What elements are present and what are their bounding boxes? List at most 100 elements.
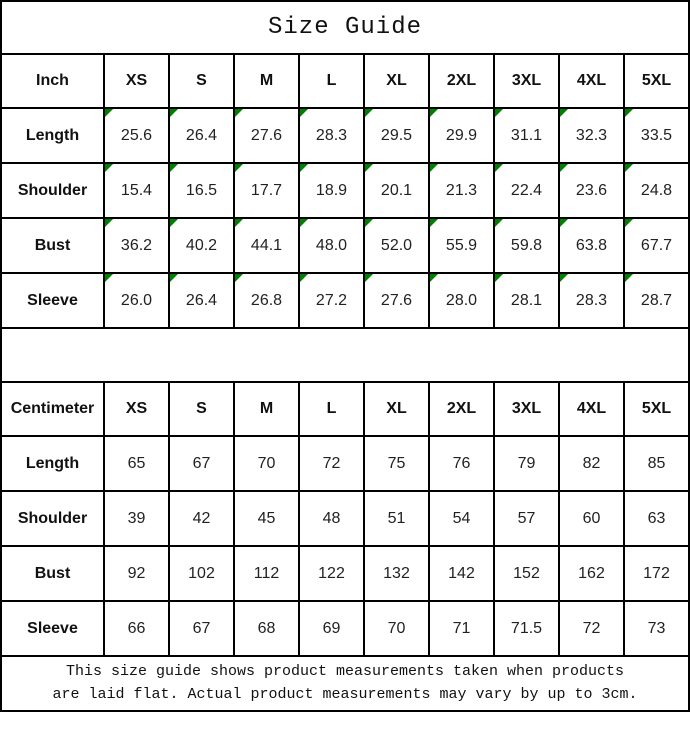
size-value-cell: 76	[428, 435, 495, 492]
value: 40.2	[185, 236, 218, 254]
size-header: S	[168, 53, 235, 109]
size-value-cell: 25.6	[103, 107, 170, 164]
size-header: XS	[103, 381, 170, 437]
size-value-cell: 67	[168, 435, 235, 492]
size-value-cell: 65	[103, 435, 170, 492]
size-value-cell: 17.7	[233, 162, 300, 219]
value: 26.4	[185, 126, 218, 144]
green-flag-icon	[171, 165, 178, 172]
size-value-cell: 122	[298, 545, 365, 602]
size-value-cell: 28.7	[623, 272, 690, 329]
size-header: XL	[363, 381, 430, 437]
size-header: 3XL	[493, 53, 560, 109]
footer-note: This size guide shows product measuremen…	[0, 655, 690, 712]
size-header: M	[233, 381, 300, 437]
size-value-cell: 40.2	[168, 217, 235, 274]
size-header: 3XL	[493, 381, 560, 437]
green-flag-icon	[236, 110, 243, 117]
value: 21.3	[445, 181, 478, 199]
size-value-cell: 26.8	[233, 272, 300, 329]
size-value-cell: 51	[363, 490, 430, 547]
cm-header-row: Centimeter XS S M L XL 2XL 3XL 4XL 5XL	[0, 381, 690, 437]
spacer-cell	[0, 327, 690, 383]
green-flag-icon	[301, 275, 308, 282]
green-flag-icon	[366, 275, 373, 282]
size-value-cell: 79	[493, 435, 560, 492]
size-header: L	[298, 53, 365, 109]
green-flag-icon	[626, 110, 633, 117]
size-value-cell: 24.8	[623, 162, 690, 219]
green-flag-icon	[301, 220, 308, 227]
value: 22.4	[510, 181, 543, 199]
green-flag-icon	[431, 220, 438, 227]
table-row: Shoulder 15.4 16.5 17.7 18.9 20.1 21.3 2…	[0, 162, 690, 219]
footer-row: This size guide shows product measuremen…	[0, 655, 690, 712]
value: 67.7	[640, 236, 673, 254]
size-value-cell: 28.3	[298, 107, 365, 164]
value: 52.0	[380, 236, 413, 254]
size-value-cell: 44.1	[233, 217, 300, 274]
value: 28.0	[445, 291, 478, 309]
size-value-cell: 32.3	[558, 107, 625, 164]
size-value-cell: 67.7	[623, 217, 690, 274]
size-value-cell: 162	[558, 545, 625, 602]
value: 26.0	[120, 291, 153, 309]
table-row: Length 65 67 70 72 75 76 79 82 85	[0, 435, 690, 492]
value: 29.9	[445, 126, 478, 144]
value: 28.3	[315, 126, 348, 144]
size-value-cell: 31.1	[493, 107, 560, 164]
size-value-cell: 48	[298, 490, 365, 547]
green-flag-icon	[171, 275, 178, 282]
size-value-cell: 73	[623, 600, 690, 657]
value: 55.9	[445, 236, 478, 254]
value: 63.8	[575, 236, 608, 254]
green-flag-icon	[106, 110, 113, 117]
value: 15.4	[120, 181, 153, 199]
green-flag-icon	[301, 110, 308, 117]
size-value-cell: 57	[493, 490, 560, 547]
size-value-cell: 54	[428, 490, 495, 547]
size-header: M	[233, 53, 300, 109]
footer-note-line2: are laid flat. Actual product measuremen…	[52, 685, 638, 703]
size-value-cell: 72	[558, 600, 625, 657]
size-value-cell: 20.1	[363, 162, 430, 219]
size-value-cell: 92	[103, 545, 170, 602]
size-header: 5XL	[623, 53, 690, 109]
size-value-cell: 71.5	[493, 600, 560, 657]
size-value-cell: 45	[233, 490, 300, 547]
green-flag-icon	[561, 110, 568, 117]
green-flag-icon	[366, 220, 373, 227]
value: 44.1	[250, 236, 283, 254]
green-flag-icon	[236, 220, 243, 227]
value: 18.9	[315, 181, 348, 199]
value: 28.7	[640, 291, 673, 309]
size-value-cell: 75	[363, 435, 430, 492]
value: 36.2	[120, 236, 153, 254]
size-value-cell: 63	[623, 490, 690, 547]
size-value-cell: 69	[298, 600, 365, 657]
row-label: Shoulder	[0, 162, 105, 219]
green-flag-icon	[431, 110, 438, 117]
size-value-cell: 16.5	[168, 162, 235, 219]
green-flag-icon	[106, 165, 113, 172]
value: 26.8	[250, 291, 283, 309]
size-value-cell: 29.9	[428, 107, 495, 164]
value: 32.3	[575, 126, 608, 144]
size-value-cell: 33.5	[623, 107, 690, 164]
size-header: S	[168, 381, 235, 437]
size-value-cell: 36.2	[103, 217, 170, 274]
size-value-cell: 71	[428, 600, 495, 657]
size-value-cell: 48.0	[298, 217, 365, 274]
size-value-cell: 28.3	[558, 272, 625, 329]
size-value-cell: 152	[493, 545, 560, 602]
green-flag-icon	[561, 220, 568, 227]
spacer-row	[0, 327, 690, 383]
row-label: Sleeve	[0, 600, 105, 657]
size-value-cell: 26.0	[103, 272, 170, 329]
size-value-cell: 68	[233, 600, 300, 657]
green-flag-icon	[496, 220, 503, 227]
green-flag-icon	[301, 165, 308, 172]
footer-note-line1: This size guide shows product measuremen…	[65, 663, 625, 680]
size-value-cell: 67	[168, 600, 235, 657]
size-value-cell: 22.4	[493, 162, 560, 219]
